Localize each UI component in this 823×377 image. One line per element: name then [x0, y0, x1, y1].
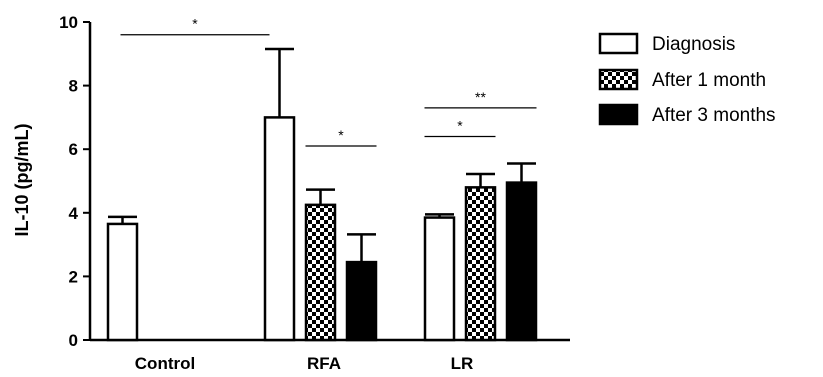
y-tick-label: 0 [69, 331, 78, 350]
y-tick-label: 8 [69, 77, 78, 96]
y-tick-label: 4 [69, 204, 79, 223]
x-tick-label: Control [135, 354, 195, 373]
y-tick-label: 10 [59, 13, 78, 32]
significance-annotations: ***** [120, 16, 537, 147]
bar-lr-series-2 [505, 181, 538, 342]
legend-label: After 1 month [652, 70, 766, 91]
bar-rfa-series-0 [263, 116, 296, 342]
bar-rfa-series-2 [345, 260, 378, 342]
significance-label: * [192, 16, 198, 32]
legend-label: Diagnosis [652, 34, 735, 55]
significance-label: * [457, 117, 463, 133]
bar-control-series-0 [106, 222, 139, 342]
legend: Diagnosis After 1 month After 3 months [598, 32, 776, 126]
y-tick-label: 6 [69, 140, 78, 159]
legend-swatch-1 [598, 68, 639, 91]
error-bars [108, 47, 536, 263]
significance-label: ** [475, 89, 486, 105]
x-tick-label: LR [451, 354, 474, 373]
significance-label: * [338, 127, 344, 143]
bars [106, 116, 538, 342]
axes: 0 2 4 6 8 10 Control RFA LR [59, 13, 570, 373]
bar-lr-series-0 [423, 216, 456, 342]
y-axis-label: IL-10 (pg/mL) [12, 124, 32, 237]
legend-swatch-0 [598, 32, 639, 55]
legend-label: After 3 months [652, 105, 776, 126]
bar-lr-series-1 [464, 186, 497, 342]
x-tick-label: RFA [307, 354, 341, 373]
legend-swatch-2 [598, 103, 639, 126]
y-tick-label: 2 [69, 267, 78, 286]
bar-rfa-series-1 [304, 203, 337, 342]
